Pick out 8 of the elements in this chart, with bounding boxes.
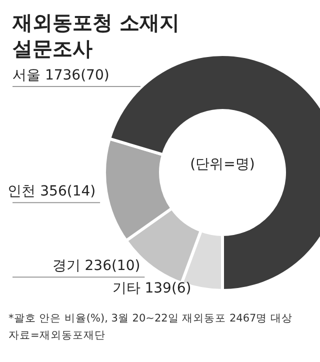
text: *괄호 안은 비율(%), 3월 20~22일 재외동포 2467명 대상 bbox=[8, 312, 293, 324]
text: (단위=명) bbox=[190, 156, 255, 172]
text: 자료=재외동포재단 bbox=[8, 330, 106, 342]
slice-label: 인천 356(14) bbox=[8, 184, 96, 200]
slice-label: 서울 1736(70) bbox=[12, 68, 110, 84]
slice-label: 경기 236(10) bbox=[52, 258, 140, 274]
chart-title: 재외동포청 소재지 설문조사 bbox=[12, 10, 180, 60]
slice-label: 기타 139(6) bbox=[112, 280, 192, 297]
